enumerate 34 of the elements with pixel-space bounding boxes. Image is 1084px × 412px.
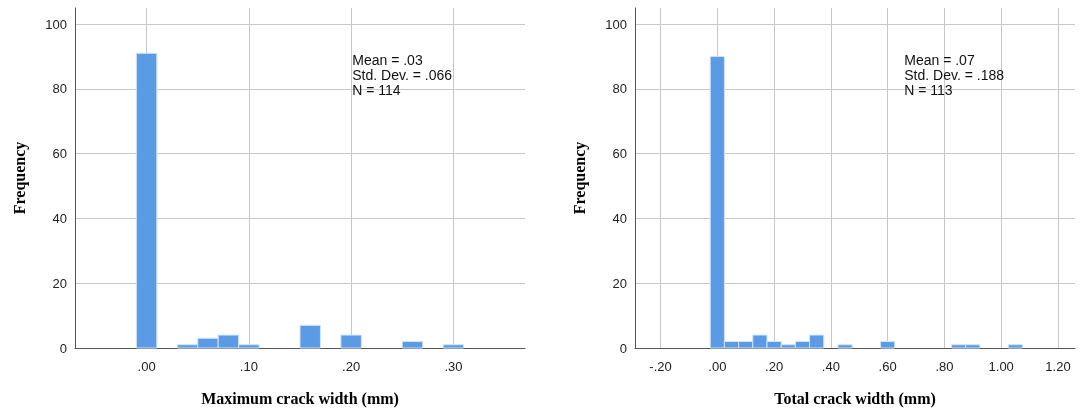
x-tick-label: .80 <box>935 359 954 374</box>
y-tick-label: 40 <box>612 210 627 226</box>
x-tick-label: .20 <box>342 359 361 374</box>
x-tick-label: .40 <box>821 359 840 374</box>
x-tick-label: 1.20 <box>1045 359 1071 374</box>
annotation: N = 113 <box>904 81 953 98</box>
x-tick-label: .20 <box>765 359 784 374</box>
x-tick-label: .60 <box>878 359 897 374</box>
x-tick-label: .00 <box>137 359 156 374</box>
y-tick-label: 100 <box>45 16 67 32</box>
y-tick-label: 20 <box>52 275 67 291</box>
y-tick-label: 0 <box>619 340 627 356</box>
y-tick-label: 80 <box>52 81 67 97</box>
y-tick-label: 0 <box>59 340 67 356</box>
y-tick-label: 60 <box>52 146 67 162</box>
y-tick-label: 80 <box>612 81 627 97</box>
y-tick-label: 40 <box>52 210 67 226</box>
annotation: Std. Dev. = .188 <box>904 66 1005 83</box>
y-tick-label: 60 <box>612 146 627 162</box>
y-axis-title: Frequency <box>570 141 589 215</box>
x-tick-label: .30 <box>444 359 463 374</box>
y-axis-title: Frequency <box>10 141 29 215</box>
x-tick-label: .00 <box>708 359 727 374</box>
annotation: Mean = .03 <box>352 51 423 68</box>
x-tick-label: -.20 <box>649 359 672 374</box>
y-tick-label: 100 <box>605 16 627 32</box>
x-axis-title: Total crack width (mm) <box>774 389 936 408</box>
y-tick-label: 20 <box>612 275 627 291</box>
x-tick-label: 1.00 <box>988 359 1014 374</box>
annotation: Std. Dev. = .066 <box>352 66 453 83</box>
x-axis-title: Maximum crack width (mm) <box>201 389 399 408</box>
x-tick-label: .10 <box>239 359 258 374</box>
annotation: N = 114 <box>352 81 401 98</box>
annotation: Mean = .07 <box>904 51 975 68</box>
